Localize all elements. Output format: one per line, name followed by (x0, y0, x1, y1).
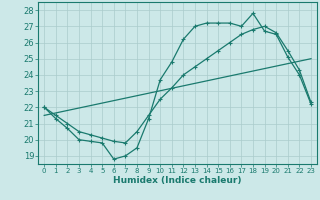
X-axis label: Humidex (Indice chaleur): Humidex (Indice chaleur) (113, 176, 242, 185)
